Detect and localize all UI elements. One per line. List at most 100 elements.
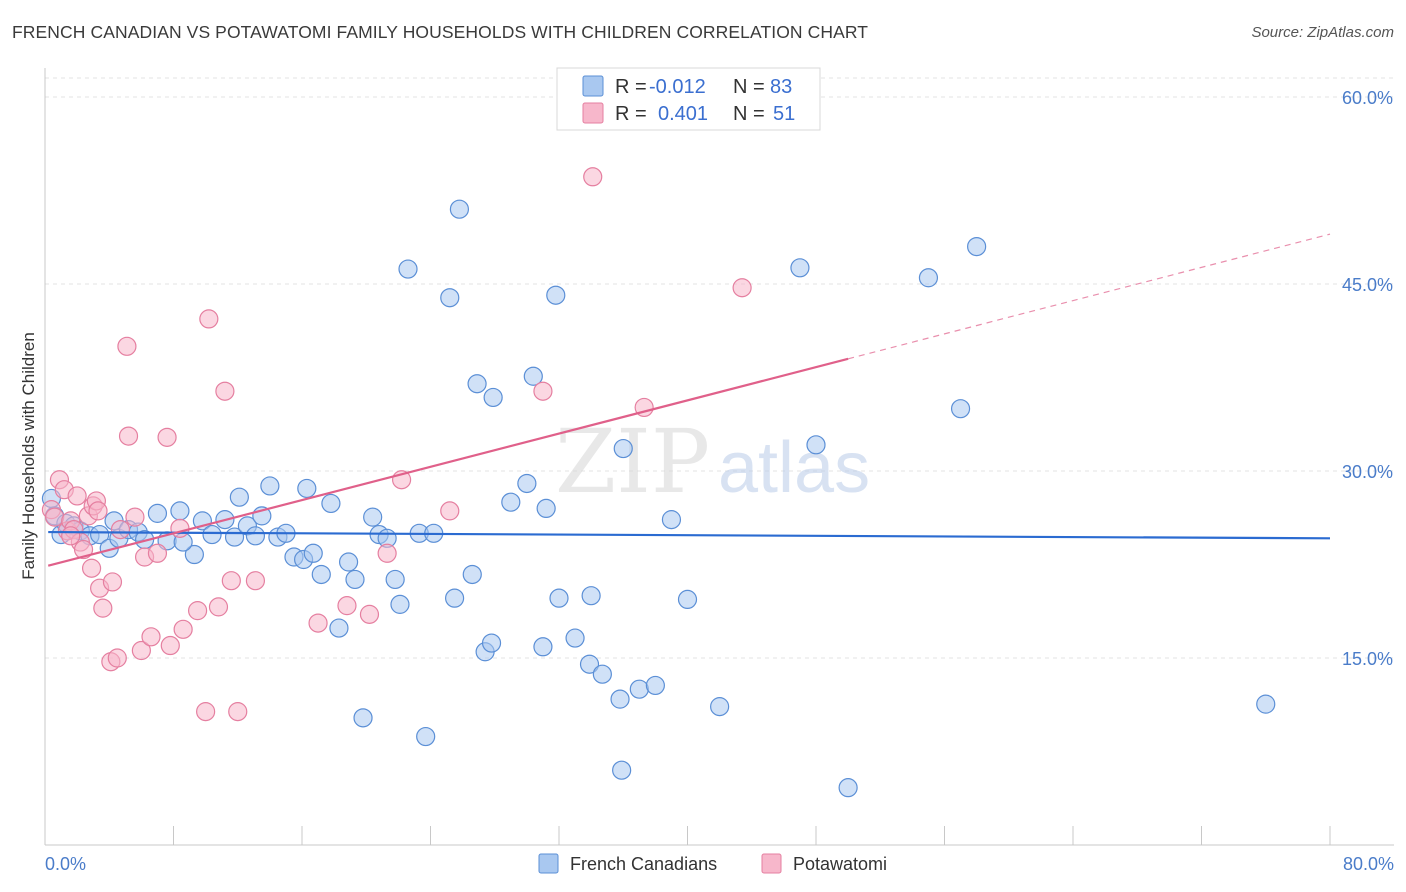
x-tick-label-max: 80.0%: [1343, 854, 1394, 874]
french-point-46: [416, 726, 436, 747]
french-point-60: [536, 498, 556, 518]
series-legend: French Canadians Potawatomi: [538, 853, 887, 874]
legend-r-value-french: -0.012: [649, 76, 706, 98]
legend-n-label-potawatomi: N =: [733, 103, 765, 125]
axes: [44, 68, 1394, 846]
potawatomi-point-27: [157, 427, 177, 447]
potawatomi-point-40: [337, 596, 357, 616]
french-point-31: [297, 478, 317, 499]
french-point-42: [385, 569, 405, 590]
potawatomi-point-23: [131, 640, 151, 661]
french-point-58: [523, 366, 543, 386]
potawatomi-point-45: [533, 381, 553, 401]
french-point-24: [245, 526, 266, 546]
y-tick-label-60: 60.0%: [1342, 88, 1393, 108]
french-point-57: [517, 473, 537, 494]
french-point-74: [710, 697, 730, 717]
y-tick-label-15: 15.0%: [1342, 649, 1393, 669]
stats-legend: R = -0.012 N = 83 R = 0.401 N = 51: [556, 67, 821, 131]
french-point-26: [260, 476, 280, 496]
french-point-39: [363, 507, 383, 527]
x-axis-ticks: [44, 826, 1331, 845]
potawatomi-point-15: [93, 598, 113, 618]
y-tick-label-45: 45.0%: [1342, 275, 1393, 295]
french-point-55: [483, 387, 503, 408]
french-point-66: [592, 664, 612, 684]
potawatomi-point-44: [440, 501, 460, 521]
french-point-34: [321, 493, 341, 514]
french-point-64: [579, 654, 600, 674]
potawatomi-point-1: [45, 507, 65, 527]
french-point-49: [444, 588, 465, 608]
french-point-54: [481, 633, 502, 653]
french-point-73: [677, 589, 698, 610]
french-point-79: [950, 399, 971, 419]
potawatomi-point-9: [73, 539, 94, 560]
legend-swatch-potawatomi: [582, 102, 604, 124]
french-point-50: [449, 199, 470, 219]
french-point-35: [329, 618, 349, 638]
potawatomi-point-21: [118, 426, 139, 446]
potawatomi-point-34: [208, 597, 229, 617]
french-point-78: [918, 268, 939, 288]
french-point-7: [90, 524, 110, 545]
french-point-19: [202, 524, 222, 545]
french-point-70: [629, 679, 649, 699]
potawatomi-point-37: [228, 702, 248, 722]
trend-lines: [47, 233, 1331, 567]
potawatomi-point-7: [67, 486, 87, 506]
bottom-legend-label-french: French Canadians: [570, 854, 717, 874]
french-point-14: [147, 503, 168, 523]
french-point-61: [546, 285, 566, 305]
potawatomi-point-28: [160, 635, 180, 656]
legend-r-label-potawatomi: R =: [615, 103, 647, 125]
french-point-63: [565, 628, 585, 648]
potawatomi-point-36: [221, 571, 241, 591]
legend-r-label-french: R =: [615, 76, 647, 98]
french-point-68: [612, 760, 632, 780]
potawatomi-point-20: [117, 336, 137, 356]
potawatomi-point-18: [107, 648, 127, 668]
french-point-22: [229, 487, 249, 507]
french-point-43: [390, 594, 410, 614]
potawatomi-point-31: [187, 601, 208, 621]
french-point-65: [581, 586, 601, 606]
potawatomi-point-13: [88, 501, 108, 521]
watermark: ZIP atlas: [555, 410, 870, 513]
y-axis-tick-labels: 15.0% 30.0% 45.0% 60.0%: [1342, 88, 1393, 669]
potawatomi-point-22: [125, 507, 145, 527]
legend-swatch-french: [582, 75, 604, 97]
french-point-32: [303, 543, 323, 563]
french-point-71: [645, 675, 665, 696]
french-point-52: [467, 374, 487, 394]
gridlines: [45, 77, 1394, 659]
potawatomi-point-25: [141, 627, 161, 647]
french-point-80: [967, 237, 987, 257]
potawatomi-point-19: [110, 519, 131, 540]
trend-line-potawatomi-extension: [847, 233, 1331, 360]
trend-line-french: [48, 530, 1331, 540]
french-point-62: [549, 588, 569, 608]
potawatomi-point-33: [199, 309, 219, 329]
french-point-38: [353, 708, 373, 728]
french-point-76: [806, 435, 826, 455]
french-point-17: [184, 544, 204, 565]
french-point-67: [610, 689, 630, 709]
french-point-81: [1256, 694, 1276, 714]
y-axis-label: Family Households with Children: [19, 332, 38, 580]
potawatomi-point-38: [245, 571, 266, 591]
french-point-75: [790, 258, 810, 278]
french-point-77: [838, 778, 858, 798]
watermark-atlas: atlas: [718, 428, 870, 508]
legend-n-value-french: 83: [770, 76, 792, 98]
potawatomi-point-50: [81, 558, 102, 578]
french-point-48: [440, 288, 460, 308]
watermark-zip: ZIP: [555, 410, 710, 513]
french-point-51: [462, 564, 482, 585]
potawatomi-point-46: [583, 167, 603, 187]
trend-line-potawatomi: [47, 357, 849, 567]
potawatomi-point-48: [732, 278, 752, 298]
potawatomi-point-30: [173, 619, 193, 639]
potawatomi-point-35: [215, 381, 235, 401]
